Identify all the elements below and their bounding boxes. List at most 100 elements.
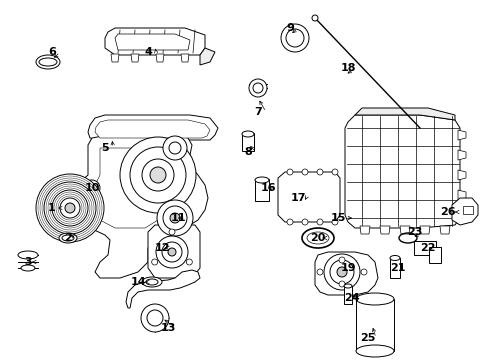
Bar [413, 241, 435, 255]
Polygon shape [95, 148, 164, 228]
Circle shape [286, 169, 292, 175]
Circle shape [248, 79, 266, 97]
Circle shape [286, 219, 292, 225]
Text: 2: 2 [64, 233, 72, 243]
Circle shape [331, 169, 337, 175]
Text: 14: 14 [130, 277, 145, 287]
Circle shape [252, 83, 263, 93]
Circle shape [316, 269, 323, 275]
Polygon shape [126, 270, 200, 308]
Polygon shape [181, 54, 189, 62]
Text: 21: 21 [389, 263, 405, 273]
Circle shape [360, 269, 366, 275]
Circle shape [302, 169, 307, 175]
Circle shape [162, 242, 182, 262]
Polygon shape [457, 190, 465, 200]
Bar [254, 179, 268, 201]
Polygon shape [111, 54, 119, 62]
Text: 17: 17 [290, 193, 305, 203]
Ellipse shape [254, 177, 268, 183]
Circle shape [186, 259, 192, 265]
Circle shape [84, 180, 100, 196]
Ellipse shape [343, 284, 351, 288]
Bar [242, 133, 253, 151]
Text: 16: 16 [260, 183, 275, 193]
Circle shape [324, 254, 359, 290]
Polygon shape [131, 54, 139, 62]
Circle shape [163, 136, 186, 160]
Ellipse shape [36, 55, 60, 69]
Ellipse shape [18, 251, 38, 259]
Text: 13: 13 [160, 323, 175, 333]
Text: 18: 18 [340, 63, 355, 73]
Polygon shape [451, 198, 477, 225]
Circle shape [142, 159, 174, 191]
Circle shape [338, 257, 345, 263]
Circle shape [65, 203, 75, 213]
Polygon shape [345, 115, 459, 228]
Polygon shape [439, 226, 449, 234]
Polygon shape [278, 172, 339, 222]
Text: 4: 4 [144, 47, 152, 57]
Circle shape [151, 259, 157, 265]
Text: 5: 5 [101, 143, 109, 153]
Polygon shape [105, 28, 204, 55]
Polygon shape [95, 120, 209, 138]
Polygon shape [115, 34, 190, 50]
Ellipse shape [142, 277, 162, 287]
Polygon shape [399, 226, 409, 234]
Circle shape [336, 267, 346, 277]
Ellipse shape [389, 256, 399, 261]
Circle shape [316, 169, 323, 175]
Text: 23: 23 [407, 227, 422, 237]
Text: 7: 7 [254, 107, 262, 117]
Text: 22: 22 [419, 243, 435, 253]
Circle shape [329, 260, 353, 284]
Circle shape [156, 236, 187, 268]
Text: 26: 26 [439, 207, 455, 217]
Circle shape [338, 281, 345, 287]
Circle shape [169, 229, 175, 235]
Polygon shape [457, 130, 465, 140]
Polygon shape [78, 135, 207, 278]
Text: 20: 20 [310, 233, 325, 243]
Bar [343, 286, 351, 304]
Ellipse shape [146, 279, 158, 285]
Circle shape [302, 219, 307, 225]
Ellipse shape [59, 233, 77, 243]
Text: 12: 12 [154, 243, 169, 253]
Text: 24: 24 [344, 293, 359, 303]
Polygon shape [457, 210, 465, 220]
Text: 10: 10 [84, 183, 100, 193]
Ellipse shape [62, 235, 74, 241]
Circle shape [130, 147, 185, 203]
Text: 6: 6 [48, 47, 56, 57]
Polygon shape [379, 226, 389, 234]
Circle shape [168, 248, 176, 256]
Polygon shape [354, 108, 454, 120]
Polygon shape [88, 115, 218, 140]
Bar [428, 247, 440, 263]
Circle shape [170, 213, 180, 223]
Polygon shape [148, 225, 200, 278]
Text: 19: 19 [340, 263, 355, 273]
Circle shape [60, 198, 80, 218]
Ellipse shape [39, 58, 57, 66]
Text: 8: 8 [244, 147, 251, 157]
Ellipse shape [355, 293, 393, 305]
Circle shape [169, 142, 181, 154]
Ellipse shape [242, 131, 253, 137]
Circle shape [285, 29, 304, 47]
Circle shape [120, 137, 196, 213]
Circle shape [147, 310, 163, 326]
Text: 25: 25 [360, 333, 375, 343]
Polygon shape [200, 48, 215, 65]
Polygon shape [156, 54, 163, 62]
Circle shape [141, 304, 169, 332]
Circle shape [316, 219, 323, 225]
Circle shape [52, 190, 88, 226]
Polygon shape [457, 170, 465, 180]
Text: 15: 15 [329, 213, 345, 223]
Circle shape [44, 182, 96, 234]
Circle shape [281, 24, 308, 52]
